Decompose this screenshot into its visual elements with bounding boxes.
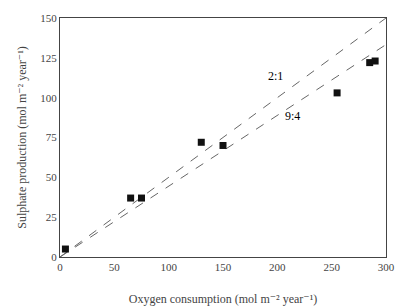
svg-text:Oxygen consumption (mol m⁻² ye: Oxygen consumption (mol m⁻² year⁻¹) [129,292,318,306]
svg-text:100: 100 [160,261,177,273]
svg-text:0: 0 [51,251,57,263]
svg-text:0: 0 [57,261,63,273]
svg-text:50: 50 [109,261,121,273]
svg-text:150: 150 [40,12,57,24]
svg-text:2:1: 2:1 [268,69,283,83]
svg-text:9:4: 9:4 [285,109,300,123]
svg-text:250: 250 [323,261,340,273]
svg-text:200: 200 [269,261,286,273]
svg-text:300: 300 [378,261,395,273]
svg-text:50: 50 [46,171,58,183]
svg-text:125: 125 [40,52,57,64]
svg-text:75: 75 [46,131,58,143]
svg-text:100: 100 [40,92,57,104]
svg-text:Sulphate production (mol m⁻² y: Sulphate production (mol m⁻² year⁻¹) [15,46,29,229]
svg-text:150: 150 [215,261,232,273]
svg-text:25: 25 [46,211,58,223]
